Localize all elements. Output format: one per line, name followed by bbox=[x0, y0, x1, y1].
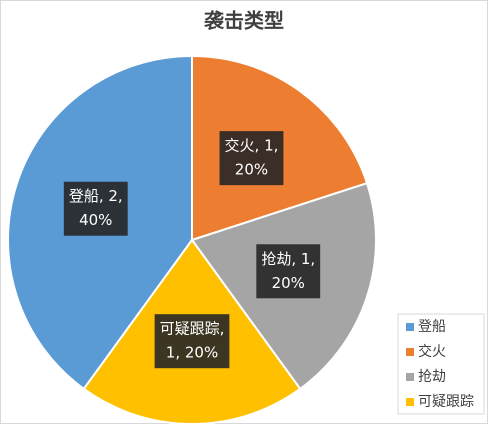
legend-swatch bbox=[406, 373, 414, 381]
data-label-text: 1, 20% bbox=[166, 344, 218, 362]
legend-label: 登船 bbox=[418, 319, 446, 335]
data-label-text: 20% bbox=[272, 274, 305, 292]
data-label-text: 可疑跟踪, bbox=[160, 320, 225, 338]
data-label-box bbox=[219, 131, 284, 186]
data-label-text: 抢劫, 1, bbox=[261, 250, 315, 268]
data-label: 抢劫, 1, 20% bbox=[256, 244, 321, 299]
legend-swatch bbox=[406, 348, 414, 356]
data-label: 交火, 1, 20% bbox=[219, 131, 284, 186]
data-label-text: 20% bbox=[235, 161, 268, 179]
legend-swatch bbox=[406, 398, 414, 406]
data-label-box bbox=[256, 244, 321, 299]
data-label-text: 登船, 2, bbox=[69, 187, 123, 205]
legend-swatch bbox=[406, 323, 414, 331]
chart-title: 袭击类型 bbox=[203, 9, 284, 33]
data-label-text: 40% bbox=[79, 211, 112, 229]
legend-label: 抢劫 bbox=[418, 368, 446, 385]
data-label: 可疑跟踪, 1, 20% bbox=[154, 314, 230, 369]
legend-label: 交火 bbox=[418, 343, 446, 360]
legend-label: 可疑跟踪 bbox=[418, 394, 474, 410]
data-label-box bbox=[63, 181, 128, 236]
data-label-text: 交火, 1, bbox=[225, 137, 279, 155]
data-label-box bbox=[154, 314, 230, 369]
data-label: 登船, 2, 40% bbox=[63, 181, 128, 236]
